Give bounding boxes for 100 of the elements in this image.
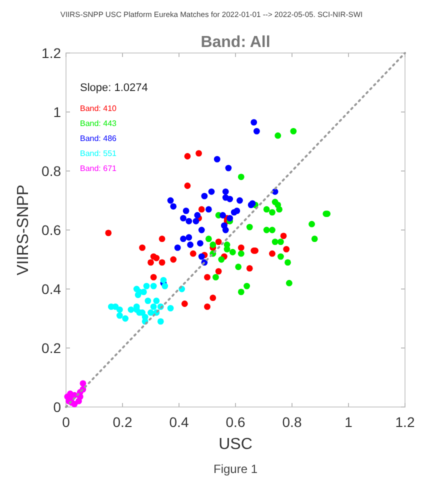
- point: [210, 294, 216, 302]
- point: [160, 276, 167, 284]
- point: [278, 238, 284, 245]
- point: [204, 274, 210, 280]
- point: [238, 244, 244, 251]
- point: [284, 259, 291, 266]
- point: [184, 182, 191, 189]
- x-tick-label: 0.8: [282, 414, 302, 430]
- point: [218, 256, 225, 263]
- caption: Figure 1: [213, 462, 258, 476]
- point: [174, 244, 181, 251]
- point: [182, 208, 190, 214]
- point: [162, 282, 168, 290]
- point: [167, 304, 174, 312]
- point: [170, 256, 177, 263]
- point: [214, 156, 220, 162]
- point: [215, 238, 222, 245]
- point: [198, 206, 205, 213]
- point: [190, 250, 196, 257]
- point: [215, 268, 222, 274]
- point: [204, 304, 210, 310]
- point: [236, 197, 243, 204]
- point: [246, 265, 253, 272]
- point: [311, 236, 318, 242]
- point: [253, 128, 260, 134]
- point: [286, 280, 292, 286]
- y-tick-label: 0.4: [42, 281, 62, 297]
- point: [263, 206, 270, 213]
- text: Band: 671: [80, 164, 118, 173]
- point: [187, 242, 194, 248]
- point: [128, 306, 134, 313]
- point: [150, 304, 157, 310]
- point: [157, 318, 164, 325]
- point: [105, 230, 112, 236]
- point: [226, 196, 234, 202]
- y-tick-label: 0.8: [42, 163, 62, 179]
- point: [272, 238, 278, 245]
- point: [263, 226, 270, 234]
- point: [116, 312, 123, 319]
- point: [224, 246, 230, 252]
- x-tick-label: 1.2: [395, 414, 415, 430]
- x-tick-label: 0.4: [169, 414, 189, 430]
- point: [205, 236, 212, 242]
- y-axis-title: VIIRS-SNPP: [15, 184, 32, 276]
- point: [186, 234, 192, 241]
- point: [196, 240, 204, 246]
- point: [220, 212, 226, 218]
- chart-title: Band: All: [200, 34, 270, 51]
- point: [246, 224, 253, 230]
- point: [274, 132, 282, 139]
- point: [276, 206, 282, 213]
- point: [148, 309, 154, 316]
- point: [170, 203, 177, 210]
- y-tick-label: 0.6: [42, 222, 62, 238]
- point: [80, 380, 86, 387]
- point: [184, 153, 191, 160]
- point: [158, 259, 166, 266]
- point: [222, 188, 229, 195]
- point: [272, 198, 278, 206]
- x-tick-label: 0.6: [226, 414, 246, 430]
- y-tick-label: 1.2: [42, 45, 62, 61]
- annotation: Slope: 1.0274: [80, 82, 148, 94]
- point: [229, 248, 236, 256]
- point: [134, 292, 142, 298]
- x-tick-label: 1: [344, 414, 353, 430]
- y-tick-label: 0.2: [42, 340, 62, 356]
- text: Band: 486: [80, 134, 118, 143]
- point: [139, 244, 146, 251]
- point: [250, 119, 258, 126]
- point: [201, 192, 208, 200]
- point: [192, 218, 200, 224]
- point: [212, 274, 219, 280]
- point: [278, 253, 284, 260]
- point: [150, 274, 157, 280]
- y-tick-label: 1: [53, 104, 62, 120]
- point: [280, 232, 287, 240]
- point: [238, 250, 244, 257]
- point: [196, 150, 202, 156]
- point: [198, 253, 205, 260]
- point: [181, 300, 188, 307]
- text: Band: 551: [80, 149, 118, 158]
- point: [226, 215, 234, 222]
- point: [269, 250, 276, 257]
- point: [238, 174, 244, 180]
- point: [308, 220, 315, 228]
- point: [222, 226, 229, 234]
- point: [234, 208, 240, 214]
- point: [198, 226, 205, 234]
- point: [290, 128, 297, 134]
- point: [144, 298, 152, 304]
- point: [150, 282, 157, 290]
- point: [186, 218, 192, 224]
- point: [122, 315, 129, 322]
- text: Band: 410: [80, 104, 118, 113]
- point: [244, 282, 250, 290]
- point: [153, 254, 160, 262]
- point: [180, 215, 186, 222]
- point: [210, 242, 216, 248]
- point: [148, 259, 154, 266]
- point: [238, 288, 244, 296]
